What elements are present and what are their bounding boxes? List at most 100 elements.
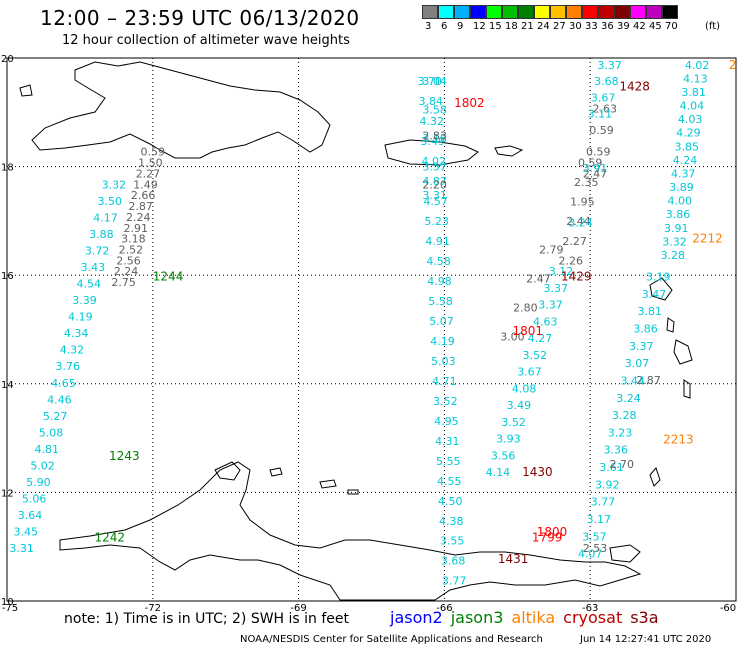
wave-height-label: 3.18 xyxy=(422,132,447,145)
wave-height-label: 1.50 xyxy=(138,157,163,170)
color-scale-label: 24 xyxy=(537,21,550,32)
wave-height-label: 1.95 xyxy=(570,196,595,209)
wave-height-label: 3.17 xyxy=(586,513,611,526)
wave-height-label: 2.35 xyxy=(574,176,599,189)
wave-height-label: 3.55 xyxy=(440,535,465,548)
wave-height-label: 3.44 xyxy=(620,374,645,387)
wave-height-label: 3.68 xyxy=(441,555,466,568)
wave-height-label: 5.55 xyxy=(436,455,461,468)
wave-height-label: 4.02 xyxy=(421,155,446,168)
wave-height-label: 1.49 xyxy=(133,178,158,191)
wave-height-label: 3.24 xyxy=(616,392,641,405)
wave-height-label: 4.29 xyxy=(676,127,701,140)
color-scale-label: 70 xyxy=(665,21,678,32)
wave-height-label: 3.52 xyxy=(501,416,526,429)
wave-height-label: 2.20 xyxy=(422,178,447,191)
wave-height-label: 4.87 xyxy=(422,175,447,188)
wave-height-label: 3.19 xyxy=(646,271,671,284)
color-scale-label: 18 xyxy=(505,21,518,32)
wave-height-label: 4.57 xyxy=(423,195,448,208)
color-scale-swatch xyxy=(550,5,566,19)
wave-height-label: 2.47 xyxy=(583,167,608,180)
wave-height-label: 0.59 xyxy=(589,124,614,137)
wave-height-label: 3.81 xyxy=(637,305,662,318)
pass-time-label: 1242 xyxy=(94,530,125,544)
color-scale-swatch xyxy=(534,5,550,19)
color-scale-swatch xyxy=(582,5,598,19)
wave-height-label: 0.59 xyxy=(586,146,611,159)
wave-height-label: 5.02 xyxy=(30,459,55,472)
satellite-legend-item: s3a xyxy=(630,608,659,627)
pass-time-label: 1428 xyxy=(619,80,650,94)
color-scale-swatch xyxy=(614,5,630,19)
wave-height-label: 5.03 xyxy=(431,355,456,368)
wave-height-label: 4.81 xyxy=(35,443,60,456)
pass-time-label: 2 xyxy=(729,58,737,72)
wave-height-label: 2.24 xyxy=(126,211,151,224)
wave-height-label: 3.32 xyxy=(102,178,127,191)
wave-height-label: 3.70 xyxy=(418,75,443,88)
page-title: 12:00 – 23:59 UTC 06/13/2020 xyxy=(40,6,360,30)
wave-height-label: 3.85 xyxy=(674,140,699,153)
altimeter-pass: 2.752.242.562.523.182.912.242.872.661.49… xyxy=(111,146,165,289)
wave-height-label: 3.86 xyxy=(633,323,658,336)
altimeter-pass: 2.53 2.70 2.87 xyxy=(583,374,661,555)
color-scale xyxy=(422,5,678,19)
wave-height-label: 3.64 xyxy=(18,509,43,522)
st-lucia-coastline xyxy=(683,379,691,399)
color-scale-label: 39 xyxy=(617,21,630,32)
paraguana-coastline xyxy=(214,461,241,481)
lon-tick-label: -69 xyxy=(290,603,306,614)
wave-height-label: 3.28 xyxy=(661,249,686,262)
wave-height-label: 4.55 xyxy=(437,475,462,488)
color-scale-label: 3 xyxy=(425,21,432,32)
wave-height-label: 3.52 xyxy=(433,395,458,408)
wave-height-label: 3.07 xyxy=(625,357,650,370)
wave-height-label: 4.19 xyxy=(430,335,455,348)
wave-height-label: 3.67 xyxy=(517,366,542,379)
wave-height-label: 3.37 xyxy=(538,299,563,312)
lat-tick-label: 18 xyxy=(1,163,14,174)
wave-height-label: 3.47 xyxy=(642,288,667,301)
wave-height-label: 3.37 xyxy=(597,59,622,72)
satellite-legend-item: altika xyxy=(511,608,556,627)
wave-height-label: 4.08 xyxy=(512,382,537,395)
color-scale-swatch xyxy=(598,5,614,19)
wave-height-label: 0.59 xyxy=(141,146,166,159)
wave-height-label: 4.32 xyxy=(60,344,85,357)
wave-height-label: 4.04 xyxy=(680,100,705,113)
lat-tick-label: 12 xyxy=(1,488,14,499)
wave-height-label: 2.56 xyxy=(116,254,141,267)
satellite-legend-item: jason3 xyxy=(450,608,504,627)
lon-tick-label: -75 xyxy=(2,603,18,614)
pass-time-label: 1799 xyxy=(532,530,563,544)
wave-height-label: 3.77 xyxy=(442,575,467,588)
wave-height-label: 2.87 xyxy=(636,374,661,387)
wave-height-label: 2.52 xyxy=(119,243,144,256)
lat-tick-label: 10 xyxy=(1,597,14,608)
wave-height-label: 3.81 xyxy=(681,86,706,99)
wave-height-label: 3.23 xyxy=(608,426,633,439)
wave-height-label: 2.44 xyxy=(566,215,591,228)
wave-height-label: 4.98 xyxy=(427,275,452,288)
wave-height-label: 3.61 xyxy=(599,461,624,474)
wave-height-label: 2.83 xyxy=(422,129,447,142)
wave-height-label: 5.58 xyxy=(428,295,453,308)
wave-height-label: 3.77 xyxy=(591,496,616,509)
puerto-rico-coastline xyxy=(384,139,479,166)
color-scale-label: 30 xyxy=(569,21,582,32)
satellite-legend-item: cryosat xyxy=(563,608,623,627)
virgin-islands-coastline xyxy=(494,145,524,157)
wave-height-label: 3.91 xyxy=(664,222,689,235)
altimeter-pass: 3.11 3.67 3.68 3.37 xyxy=(588,59,622,121)
wave-height-label: 3.57 xyxy=(582,530,607,543)
wave-height-label: 3.84 xyxy=(419,95,444,108)
dominica-coastline xyxy=(666,317,675,333)
wave-height-label: 3.00 xyxy=(500,330,525,343)
wave-height-label: 4.63 xyxy=(533,315,558,328)
color-scale-unit: (ft) xyxy=(705,21,721,32)
color-scale-label: 12 xyxy=(473,21,486,32)
color-scale-label: 9 xyxy=(457,21,464,32)
aruba-curacao-coastline xyxy=(269,467,359,495)
color-scale-labels: 3 6 9 12 15 18 21 24 27 30 33 36 39 42 45 70 xyxy=(422,21,740,35)
